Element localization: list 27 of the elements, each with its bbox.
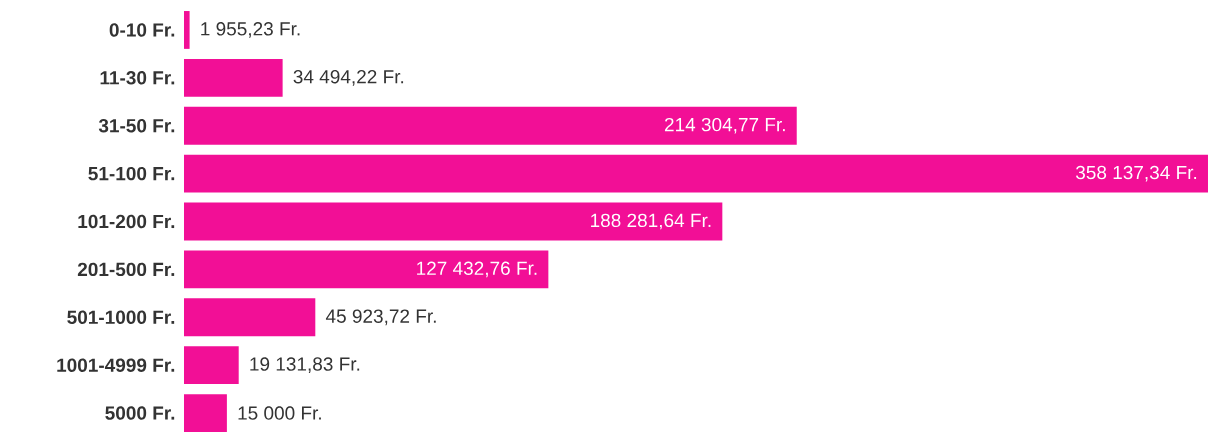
- data-label: 1 955,23 Fr.: [201, 22, 300, 38]
- bar: [184, 250, 549, 289]
- bar: [184, 298, 316, 337]
- data-label: 214 304,77 Fr.: [664, 117, 785, 134]
- bar: [184, 58, 283, 97]
- y-tick-label: 31-50 Fr.: [98, 118, 175, 133]
- data-label: 45 923,72 Fr.: [325, 309, 436, 326]
- y-tick-label: 1001-4999 Fr.: [57, 358, 175, 372]
- data-label: 15 000 Fr.: [238, 406, 321, 420]
- y-tick-label: 0-10 Fr.: [109, 23, 175, 37]
- bar: [184, 154, 1208, 193]
- data-label: 188 281,64 Fr.: [591, 213, 711, 230]
- bar: [184, 202, 723, 241]
- data-label: 127 432,76 Fr.: [417, 261, 537, 278]
- y-tick-label: 501-1000 Fr.: [67, 310, 175, 325]
- data-label: 34 494,22 Fr.: [293, 69, 404, 86]
- y-tick-label: 101-200 Fr.: [78, 214, 175, 229]
- bar: [184, 346, 239, 385]
- y-tick-label: 51-100 Fr.: [88, 166, 175, 181]
- y-tick-label: 201-500 Fr.: [77, 262, 175, 277]
- data-label: 19 131,83 Fr.: [250, 357, 360, 374]
- data-label: 358 137,34 Fr.: [1075, 165, 1197, 182]
- bar: [184, 394, 227, 432]
- y-tick-label: 5000 Fr.: [105, 406, 175, 420]
- bar: [184, 106, 797, 145]
- bar: [184, 11, 190, 49]
- y-tick-label: 11-30 Fr.: [100, 71, 175, 85]
